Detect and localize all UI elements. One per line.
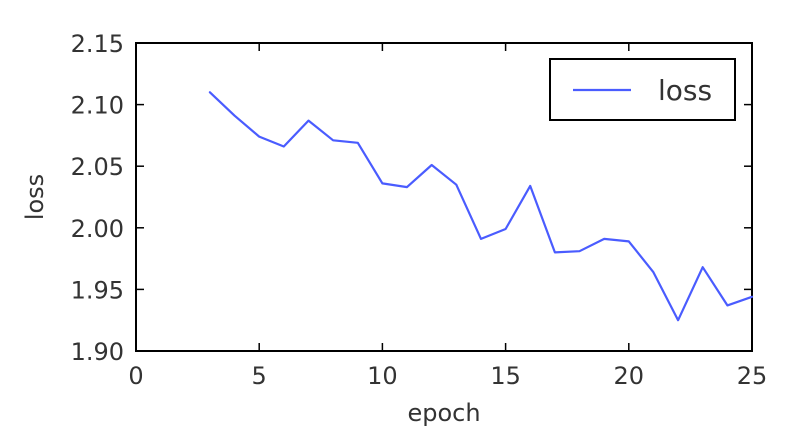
y-tick-label: 1.95 xyxy=(71,276,124,304)
x-tick-label: 5 xyxy=(252,362,267,390)
x-tick-label: 0 xyxy=(128,362,143,390)
x-tick-label: 25 xyxy=(737,362,768,390)
y-axis-label: loss xyxy=(21,174,49,220)
y-tick-label: 2.15 xyxy=(71,30,124,58)
series-line-loss xyxy=(208,91,754,322)
x-tick-label: 15 xyxy=(490,362,521,390)
y-axis-ticks: 1.90 1.95 2.00 2.05 2.10 2.15 xyxy=(71,30,752,366)
y-tick-label: 2.10 xyxy=(71,92,124,120)
y-tick-label: 2.00 xyxy=(71,215,124,243)
legend-label-loss: loss xyxy=(658,74,712,107)
x-tick-label: 10 xyxy=(367,362,398,390)
series-layer xyxy=(208,91,754,322)
y-tick-label: 1.90 xyxy=(71,338,124,366)
legend: loss xyxy=(549,58,736,121)
y-tick-label: 2.05 xyxy=(71,153,124,181)
x-tick-label: 20 xyxy=(614,362,645,390)
x-axis-ticks: 0 5 10 15 20 25 xyxy=(128,43,767,390)
x-axis-label: epoch xyxy=(407,399,480,427)
